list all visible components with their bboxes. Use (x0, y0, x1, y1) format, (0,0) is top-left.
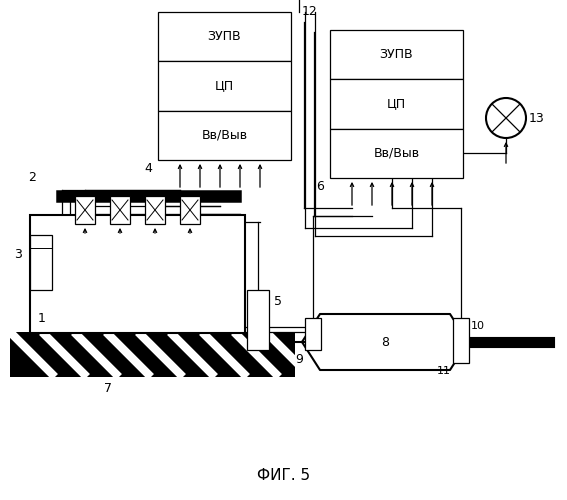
Text: Вв/Выв: Вв/Выв (374, 147, 420, 160)
Bar (180, 196, 200, 224)
Text: 9: 9 (295, 353, 303, 366)
Text: 13: 13 (529, 112, 545, 125)
Text: ЦП: ЦП (215, 80, 234, 92)
Bar (247, 290, 269, 350)
Bar (30, 235, 52, 290)
Bar (453, 318, 469, 363)
Text: 6: 6 (316, 180, 324, 193)
Bar (158, 110, 291, 160)
Text: ЗУПВ: ЗУПВ (208, 30, 242, 43)
Text: ЗУПВ: ЗУПВ (380, 48, 413, 61)
Bar (10, 332, 295, 377)
Text: 12: 12 (302, 5, 318, 18)
Bar (110, 196, 130, 224)
Text: 10: 10 (471, 321, 485, 331)
Text: ЦП: ЦП (387, 98, 406, 110)
Bar (30, 215, 245, 333)
Bar (330, 128, 463, 178)
Bar (75, 196, 95, 224)
Bar (330, 80, 463, 128)
Text: 7: 7 (104, 382, 112, 395)
Bar (305, 318, 321, 350)
Text: 8: 8 (381, 336, 389, 348)
Bar (145, 196, 165, 224)
Text: 3: 3 (14, 248, 22, 262)
Text: ФИГ. 5: ФИГ. 5 (257, 468, 310, 483)
Bar (158, 12, 291, 62)
Text: 2: 2 (28, 171, 36, 184)
Text: 11: 11 (437, 366, 451, 376)
Text: 5: 5 (274, 295, 282, 308)
Text: Вв/Выв: Вв/Выв (201, 129, 248, 142)
Bar (158, 62, 291, 110)
Text: 4: 4 (144, 162, 152, 175)
Text: 1: 1 (38, 312, 46, 325)
Polygon shape (302, 314, 468, 370)
Bar (330, 30, 463, 80)
